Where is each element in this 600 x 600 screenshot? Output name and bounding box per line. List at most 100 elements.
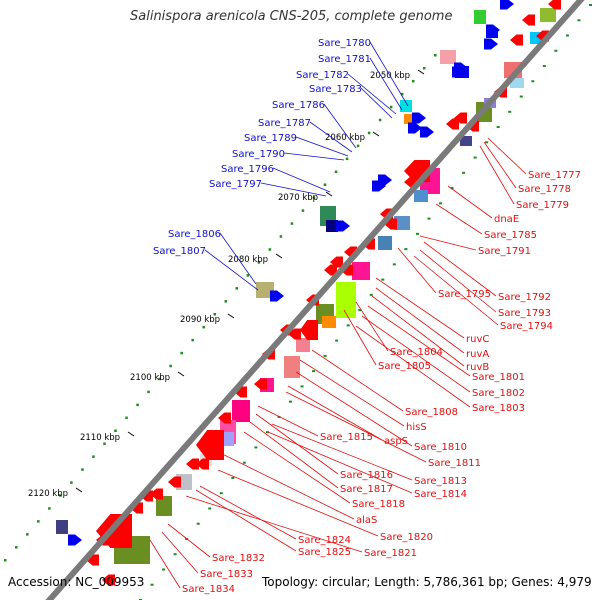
forward-leader-line <box>219 232 257 285</box>
gene-arrow <box>186 458 199 470</box>
forward-leader-line <box>309 121 353 153</box>
reverse-leader-line <box>419 235 477 251</box>
track-dot <box>367 131 371 135</box>
gene-arrow <box>218 412 231 424</box>
reverse-leader-line <box>271 423 413 481</box>
track-dot <box>213 312 216 316</box>
reverse-gene-label: Sare_1832 <box>212 553 265 564</box>
track-dot <box>356 144 360 148</box>
forward-leader-line <box>347 73 397 115</box>
track-dot <box>15 546 18 549</box>
forward-leader-line <box>360 87 393 119</box>
track-dot <box>589 4 592 6</box>
gene-arrow <box>412 112 426 124</box>
track-dot <box>289 400 292 403</box>
gene-block <box>400 100 412 112</box>
reverse-gene-label: Sare_1779 <box>516 200 569 211</box>
kbp-tick-mark <box>372 131 380 137</box>
gene-block <box>352 262 370 280</box>
track-dot <box>392 263 396 266</box>
track-dot <box>254 446 258 449</box>
track-dot <box>290 222 294 225</box>
forward-gene-label: Sare_1780 <box>318 38 371 49</box>
kbp-tick-label: 2090 kbp <box>180 315 220 325</box>
forward-gene-label: Sare_1807 <box>153 246 206 257</box>
reverse-gene-label: Sare_1810 <box>414 442 467 453</box>
gene-block <box>326 220 338 232</box>
kbp-tick-mark <box>127 431 135 437</box>
reverse-leader-line <box>161 531 199 574</box>
gene-arrow <box>486 24 500 36</box>
reverse-leader-line <box>419 249 497 313</box>
track-dot <box>173 553 177 556</box>
reverse-leader-line <box>287 385 383 441</box>
kbp-tick-mark <box>417 69 425 75</box>
gene-block <box>474 10 486 24</box>
reverse-gene-label: Sare_1795 <box>438 289 491 300</box>
reverse-gene-label: Sare_1815 <box>320 432 373 443</box>
track-dot <box>577 19 581 22</box>
reverse-leader-line <box>447 185 493 219</box>
track-dot <box>114 429 117 433</box>
track-dot <box>462 171 466 174</box>
reverse-leader-line <box>371 295 465 367</box>
forward-leader-line <box>260 182 327 197</box>
forward-gene-label: Sare_1782 <box>296 70 349 81</box>
track-dot <box>70 481 73 484</box>
forward-gene-label: Sare_1786 <box>272 100 325 111</box>
reverse-leader-line <box>367 305 471 377</box>
reverse-gene-label: Sare_1785 <box>484 230 537 241</box>
forward-gene-labels: Sare_1780 Sare_1781 Sare_1782 Sare_1783 Sare… <box>153 38 409 291</box>
reverse-gene-label: ruvC <box>466 334 489 345</box>
gene-block <box>156 496 172 516</box>
track-dot <box>300 385 304 388</box>
track-dot <box>257 261 261 264</box>
track-dot <box>224 300 228 303</box>
genome-backbone <box>45 0 585 600</box>
track-dot <box>279 235 283 238</box>
map-title: Salinispora arenicola CNS-205, complete … <box>130 9 453 24</box>
gene-block <box>56 520 68 534</box>
reverse-gene-label: Sare_1833 <box>200 569 253 580</box>
reverse-leader-line <box>397 247 437 294</box>
forward-gene-label: Sare_1797 <box>209 179 262 190</box>
forward-gene-label: Sare_1783 <box>309 84 362 95</box>
reverse-leader-line <box>295 371 413 447</box>
track-dot <box>136 403 139 407</box>
track-dot <box>81 468 84 471</box>
gene-arrow <box>452 66 466 78</box>
gene-block <box>440 50 456 64</box>
track-dot <box>312 196 316 199</box>
track-dot <box>378 118 382 122</box>
reverse-gene-label: Sare_1808 <box>405 407 458 418</box>
reverse-leader-line <box>487 137 527 175</box>
track-dot <box>48 507 51 510</box>
reverse-gene-label: Sare_1804 <box>390 347 443 358</box>
gene-arrow <box>150 488 163 500</box>
forward-gene-label: Sare_1790 <box>232 149 285 160</box>
reverse-leader-line <box>249 421 339 489</box>
track-dot <box>219 492 223 495</box>
forward-gene-label: Sare_1796 <box>221 164 274 175</box>
reverse-leader-line <box>343 309 377 366</box>
track-dot <box>389 105 393 109</box>
reverse-gene-label: Sare_1817 <box>340 484 393 495</box>
reverse-gene-label: Sare_1778 <box>518 184 571 195</box>
reverse-leader-line <box>149 539 181 589</box>
reverse-leader-line <box>257 405 319 437</box>
reverse-gene-label: aspS <box>384 436 408 447</box>
reverse-leader-line <box>267 431 413 494</box>
reverse-leader-line <box>195 489 297 552</box>
reverse-leader-line <box>479 145 515 205</box>
gene-block <box>222 432 234 446</box>
reverse-gene-label: Sare_1821 <box>364 548 417 559</box>
track-dot <box>246 274 250 277</box>
track-dot <box>162 568 166 571</box>
reverse-gene-label: Sare_1813 <box>414 476 467 487</box>
track-dot <box>268 248 272 251</box>
track-dot <box>542 65 546 68</box>
gene-block <box>336 282 356 318</box>
kbp-tick-label: 2060 kbp <box>325 133 365 143</box>
track-dot <box>150 583 154 586</box>
